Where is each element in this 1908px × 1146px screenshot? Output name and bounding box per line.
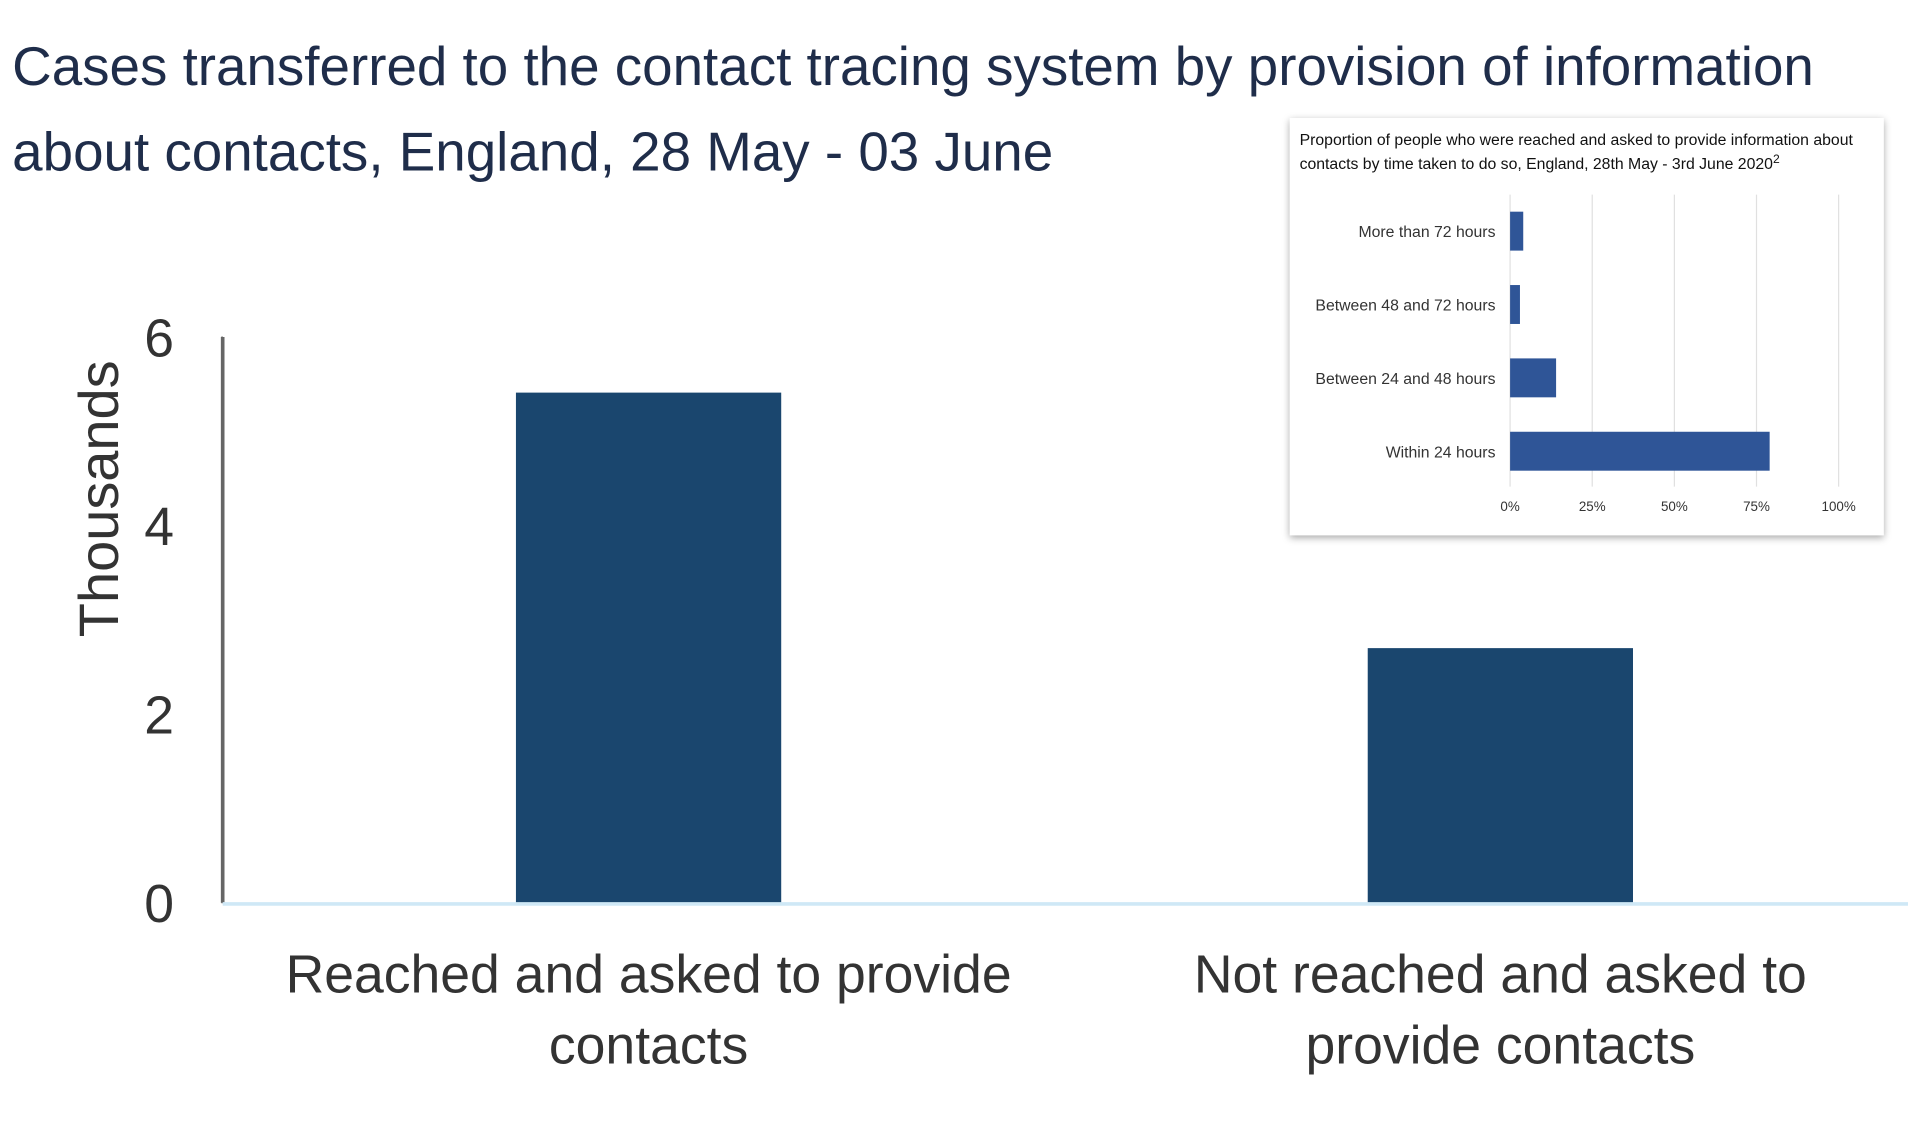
inset-title-line: contacts by time taken to do so, England… (1300, 156, 1774, 173)
chart-title: Cases transferred to the contact tracing… (12, 35, 1814, 182)
inset-title-superscript: 2 (1773, 152, 1780, 166)
x-tick-label: Not reached and asked to provide contacts (1194, 946, 1807, 1076)
y-tick-label: 4 (144, 498, 174, 557)
x-tick-label: Reached and asked to provide contacts (286, 946, 1012, 1076)
x-tick-label: 25% (1579, 499, 1606, 514)
x-tick-label: 0% (1500, 499, 1519, 514)
x-tick-label: 50% (1661, 499, 1688, 514)
bar (1510, 431, 1770, 471)
x-tick-label-line: provide contacts (1305, 1016, 1695, 1075)
x-tick-label: 75% (1743, 499, 1770, 514)
x-tick-label-line: Not reached and asked to (1194, 946, 1807, 1005)
y-tick-label: Between 48 and 72 hours (1315, 298, 1495, 315)
y-tick-label: More than 72 hours (1358, 224, 1495, 241)
chart-title-line: Cases transferred to the contact tracing… (12, 35, 1814, 97)
x-tick-label-line: contacts (549, 1016, 748, 1075)
bar (1510, 285, 1520, 324)
x-tick-label: 100% (1822, 499, 1856, 514)
y-tick-label: 6 (144, 309, 174, 368)
y-tick-label: Within 24 hours (1386, 444, 1496, 461)
y-tick-label: Between 24 and 48 hours (1315, 371, 1495, 388)
x-tick-label-line: Reached and asked to provide (286, 946, 1012, 1005)
bar (1510, 211, 1524, 251)
bar (1367, 648, 1633, 903)
bar (515, 392, 782, 903)
y-axis-label: Thousands (67, 360, 130, 637)
inset-panel (1289, 118, 1884, 536)
y-tick-label: 0 (144, 875, 174, 934)
inset-title-line: Proportion of people who were reached an… (1300, 132, 1854, 149)
chart-title-line: about contacts, England, 28 May - 03 Jun… (12, 120, 1053, 182)
bar (1510, 358, 1557, 398)
y-tick-label: 2 (144, 687, 174, 746)
inset-title: Proportion of people who were reached an… (1300, 132, 1854, 173)
